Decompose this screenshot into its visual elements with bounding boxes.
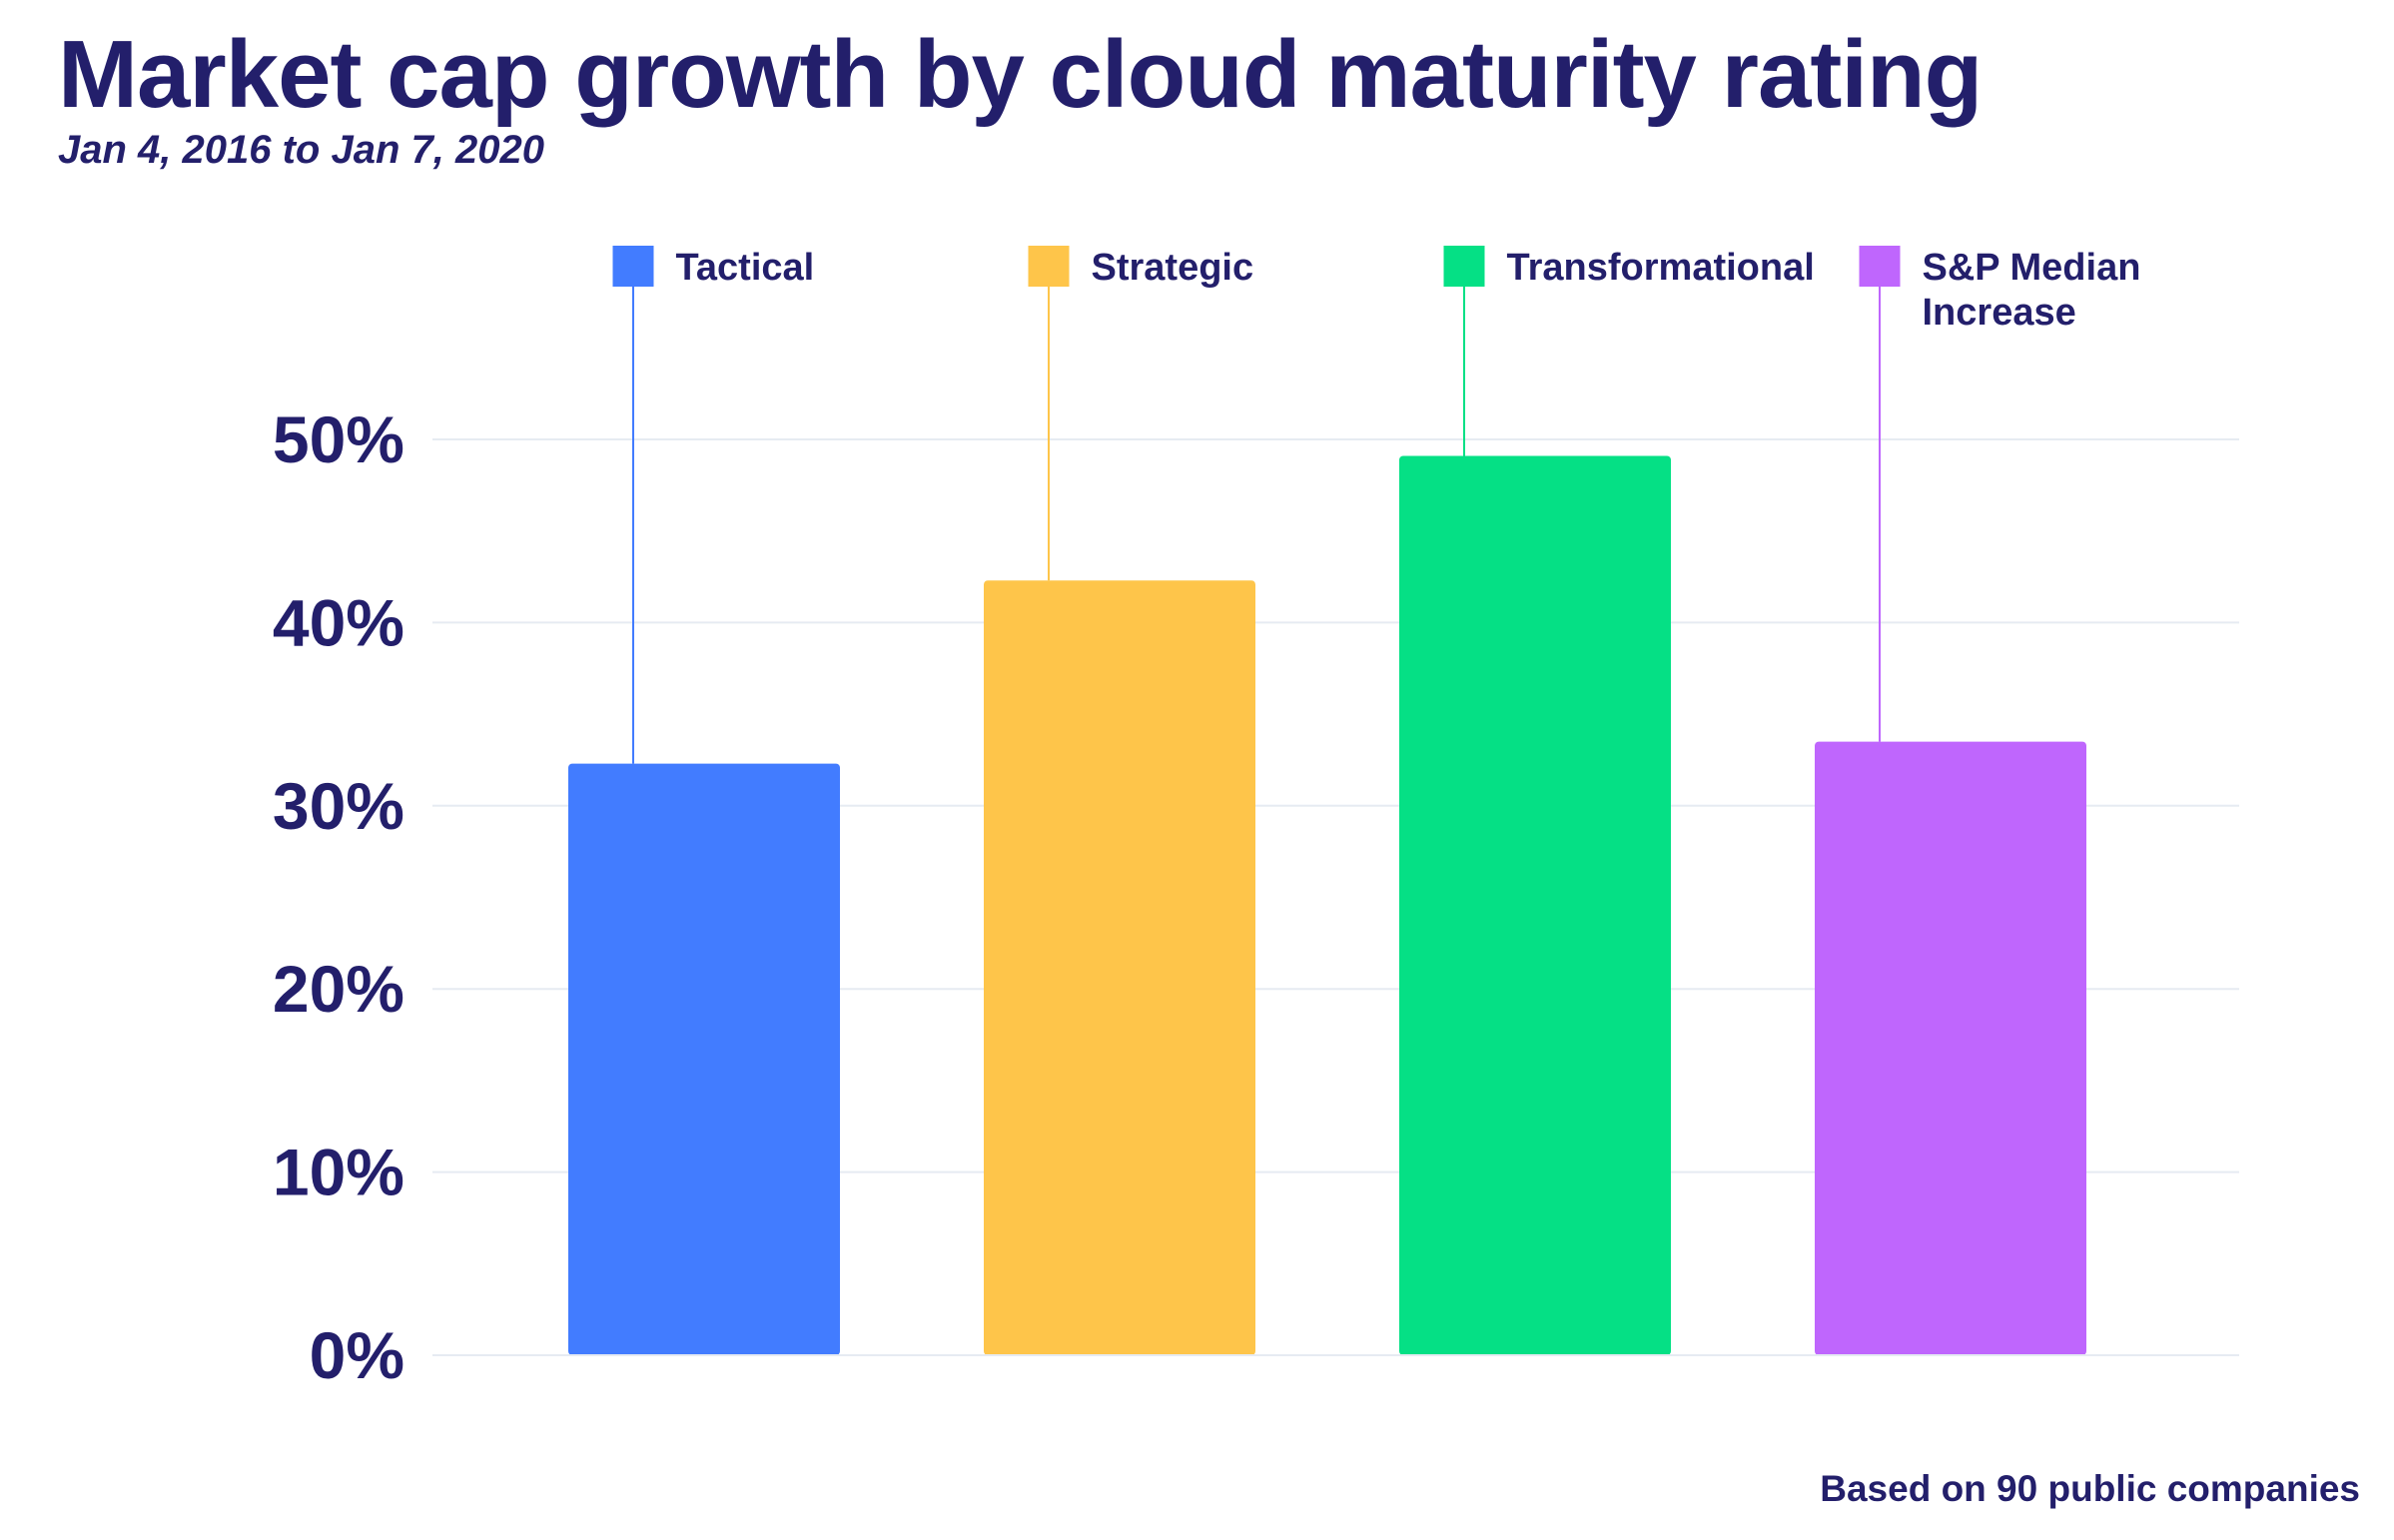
legend-swatch <box>1859 246 1901 287</box>
chart-title: Market cap growth by cloud maturity rati… <box>58 21 1983 128</box>
y-tick-label: 10% <box>273 1136 404 1209</box>
legend-swatch <box>1028 246 1070 287</box>
legend-label: S&P Median Increase <box>1923 247 2141 334</box>
bar-s-p-median-increase <box>1815 741 2086 1355</box>
y-tick-label: 40% <box>273 585 404 659</box>
bar-transformational <box>1399 455 1671 1356</box>
chart-subtitle: Jan 4, 2016 to Jan 7, 2020 <box>58 128 544 172</box>
legend-label: Transformational <box>1507 247 1815 289</box>
legend-label: Strategic <box>1092 247 1254 289</box>
legend-swatch <box>612 246 654 287</box>
footnote: Based on 90 public companies <box>1820 1468 2360 1509</box>
y-tick-label: 20% <box>273 952 404 1026</box>
bar-tactical <box>568 763 840 1355</box>
legend-label: Tactical <box>676 247 815 289</box>
y-tick-label: 30% <box>273 769 404 843</box>
bar-strategic <box>984 580 1255 1355</box>
y-tick-label: 50% <box>273 402 404 476</box>
legend-swatch <box>1443 246 1485 287</box>
y-tick-label: 0% <box>310 1318 404 1392</box>
